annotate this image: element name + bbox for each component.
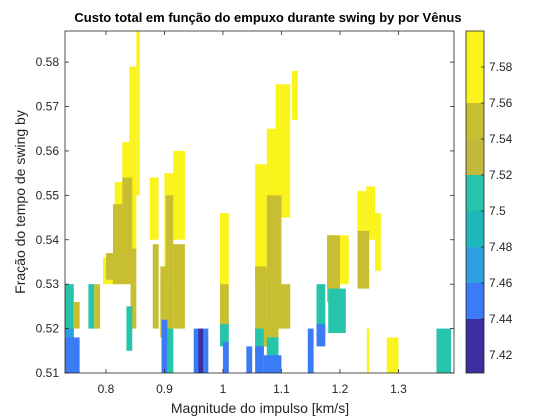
contour-region-24 <box>266 195 282 329</box>
contour-region-39 <box>94 284 101 329</box>
contour-region-29 <box>357 190 367 254</box>
contour-region-37 <box>65 337 80 373</box>
colorbar: 7.42 7.44 7.46 7.48 7.5 7.52 7.54 7.56 7.58 <box>465 30 513 374</box>
colorbar-band <box>466 139 484 175</box>
x-axis-label: Magnitude do impulso [km/s] <box>171 400 349 416</box>
colorbar-band <box>466 175 484 211</box>
chart-title-group: Custo total em função do empuxo durante … <box>74 10 461 25</box>
contour-region-45 <box>222 341 229 373</box>
contour-region-6 <box>112 204 123 285</box>
colorbar-tick-label: 7.52 <box>489 168 513 182</box>
x-tick-label: 1.3 <box>390 382 407 396</box>
contour-region-21 <box>275 84 291 218</box>
colorbar-band <box>466 247 484 283</box>
contour-region-46 <box>246 346 253 373</box>
contour-region-54 <box>328 288 346 334</box>
contour-region-33 <box>366 328 370 373</box>
contour-region-8 <box>130 248 137 329</box>
contour-region-40 <box>126 306 133 351</box>
colorbar-band <box>466 211 484 247</box>
y-tick-label: 0.54 <box>36 233 60 247</box>
x-tick-label: 1.2 <box>332 382 349 396</box>
y-tick-label: 0.57 <box>36 100 60 114</box>
contour-region-3 <box>129 66 137 254</box>
contour-region-5 <box>105 253 115 280</box>
contour-region-17 <box>220 284 229 329</box>
y-tick-label: 0.58 <box>36 55 60 69</box>
plot-border <box>64 30 455 374</box>
contour-region-52 <box>307 328 314 373</box>
contour-region-48 <box>255 346 264 373</box>
contour-region-57 <box>386 337 399 373</box>
contour-region-15 <box>173 244 185 329</box>
colorbar-tick-label: 7.44 <box>489 312 513 326</box>
colorbar-tick-label: 7.58 <box>489 60 513 74</box>
contour-region-41 <box>161 319 168 373</box>
y-tick-label: 0.56 <box>36 144 60 158</box>
contour-region-38 <box>88 284 95 329</box>
contour-region-34 <box>65 284 74 351</box>
y-tick-label: 0.52 <box>36 322 60 336</box>
plot-area: 0.8 0.9 1 1.1 1.2 1.3 0.510.520.530.540.550.5… <box>36 30 455 396</box>
contour-region-44 <box>198 328 204 373</box>
contour-region-35 <box>73 301 80 329</box>
contour-region-19 <box>255 164 267 285</box>
contour-region-31 <box>375 213 381 271</box>
contour-region-42 <box>167 328 174 373</box>
contour-region-28 <box>327 235 340 302</box>
y-tick-label: 0.51 <box>36 366 60 380</box>
colorbar-band <box>466 31 484 103</box>
colorbar-tick-label: 7.42 <box>489 348 513 362</box>
contour-region-47 <box>255 328 264 356</box>
contour-regions <box>65 31 452 373</box>
y-tick-label: 0.53 <box>36 277 60 291</box>
colorbar-border <box>465 30 485 374</box>
contour-region-23 <box>255 266 267 347</box>
colorbar-tick-label: 7.54 <box>489 132 513 146</box>
contour-region-32 <box>357 230 370 289</box>
contour-region-12 <box>173 150 185 240</box>
contour-region-50 <box>266 337 279 360</box>
colorbar-band <box>466 283 484 319</box>
contour-region-27 <box>339 235 349 285</box>
contour-region-30 <box>366 186 376 240</box>
colorbar-band <box>466 319 484 373</box>
contour-region-16 <box>220 213 229 285</box>
contour-region-25 <box>281 284 291 329</box>
contour-region-51 <box>263 355 282 373</box>
chart-title: Custo total em função do empuxo durante … <box>74 10 461 25</box>
x-tick-label: 1 <box>220 382 227 396</box>
contour-region-55 <box>316 324 326 347</box>
contour-region-7 <box>122 177 133 285</box>
contour-region-20 <box>266 128 276 262</box>
colorbar-tick-label: 7.46 <box>489 276 513 290</box>
contour-region-10 <box>152 244 159 329</box>
colorbar-tick-label: 7.56 <box>489 96 513 110</box>
colorbar-tick-label: 7.5 <box>489 204 506 218</box>
contour-region-14 <box>165 195 174 373</box>
colorbar-bands <box>466 31 484 373</box>
contour-region-53 <box>316 284 326 338</box>
contour-region-13 <box>160 266 166 338</box>
x-tick-label: 1.1 <box>273 382 290 396</box>
contour-region-22 <box>291 70 298 120</box>
y-axis-ticks: 0.51 0.52 0.53 0.54 0.55 0.56 0.57 0.58 <box>36 55 454 380</box>
colorbar-tick-label: 7.48 <box>489 240 513 254</box>
x-tick-label: 0.8 <box>98 382 115 396</box>
y-tick-label: 0.55 <box>36 188 60 202</box>
contour-region-9 <box>149 177 159 240</box>
y-axis-label: Fração do tempo de swing by <box>12 110 28 294</box>
x-tick-label: 0.9 <box>156 382 173 396</box>
x-axis-ticks: 0.8 0.9 1 1.1 1.2 1.3 <box>98 31 407 396</box>
contour-region-18 <box>220 324 229 347</box>
contour-region-4 <box>136 31 140 196</box>
contour-region-56 <box>436 328 452 373</box>
colorbar-ticks: 7.42 7.44 7.46 7.48 7.5 7.52 7.54 7.56 7.58 <box>481 60 513 362</box>
colorbar-band <box>466 103 484 139</box>
